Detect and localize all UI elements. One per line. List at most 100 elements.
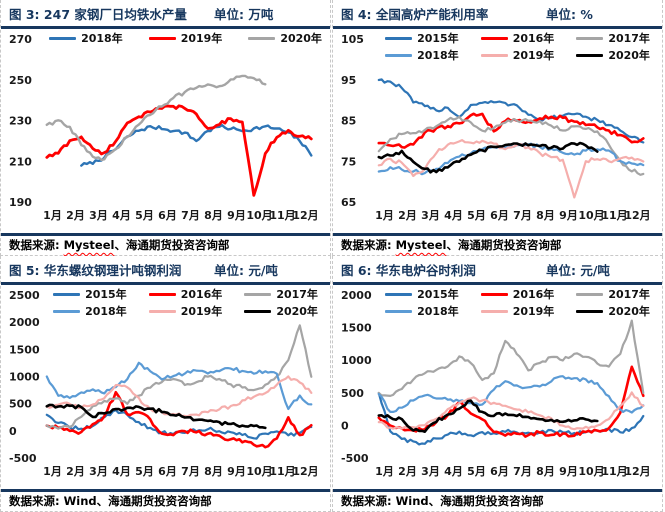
figure-6-source: 数据来源: Wind、海通期货投资咨询部 (333, 492, 662, 511)
title-divider (333, 26, 662, 29)
series-2020年 (45, 74, 267, 162)
source-rest: 、海通期货投资咨询部 (114, 238, 230, 252)
x-axis-label: 4月 (444, 209, 463, 222)
y-axis-tick: 210 (9, 155, 32, 168)
x-axis-label: 3月 (421, 465, 440, 478)
x-axis-label: 4月 (112, 209, 131, 222)
x-axis-label: 5月 (135, 209, 154, 222)
series-2020年 (377, 141, 599, 174)
x-axis-label: 2月 (398, 465, 417, 478)
x-axis-label: 7月 (181, 209, 200, 222)
figure-3-chart-area: 2018年 2019年 2020年 270 250 230 210 190 1月 2月 3月 4月 5… (1, 29, 330, 233)
x-axis-label: 1月 (43, 209, 62, 222)
title-divider (1, 282, 330, 285)
y-axis-tick: 65 (341, 196, 356, 209)
y-axis-tick: 190 (9, 196, 32, 209)
figure-label: 图 4: (341, 6, 372, 22)
source-divider (333, 233, 662, 236)
x-axis-label: 7月 (181, 465, 200, 478)
series-2016年 (45, 390, 313, 449)
x-axis-label: 12月 (292, 209, 318, 222)
source-rest: 、海通期货投资咨询部 (428, 494, 544, 508)
source-vendor: Wind (63, 494, 97, 508)
title-divider (333, 282, 662, 285)
x-axis-label: 1月 (43, 465, 62, 478)
x-axis-label: 5月 (467, 209, 486, 222)
unit-label: 单位: 元/吨 (214, 262, 278, 278)
x-axis-label: 11月 (601, 465, 627, 478)
figure-5-source: 数据来源: Wind、海通期货投资咨询部 (1, 492, 330, 511)
unit-label: 单位: 元/吨 (546, 262, 610, 278)
unit-label: 单位: 万吨 (214, 6, 274, 22)
figure-6-line-chart: 2000 1500 1000 500 0 -500 1月 2月 3月 4月 5月 6月 7月 8月 9月 10… (341, 289, 651, 478)
source-label: 数据来源: (9, 238, 64, 252)
y-axis-tick: 250 (9, 74, 32, 87)
x-axis-label: 12月 (624, 209, 650, 222)
source-vendor: Mysteel (395, 238, 447, 252)
x-axis-label: 11月 (601, 209, 627, 222)
y-axis-tick: -500 (9, 452, 37, 465)
x-axis-label: 4月 (444, 465, 463, 478)
x-axis-label: 9月 (227, 465, 246, 478)
x-axis-label: 4月 (112, 465, 131, 478)
x-axis-label: 9月 (227, 209, 246, 222)
figure-label: 图 3: (9, 6, 40, 22)
series-2015年 (377, 391, 645, 446)
y-axis-tick: 95 (341, 74, 356, 87)
y-axis-tick: -500 (341, 452, 369, 465)
y-axis-tick: 500 (341, 387, 364, 400)
x-axis-label: 11月 (269, 465, 295, 478)
figure-6-panel: 图 6: 华东电炉谷时利润 单位: 元/吨 2015年 2016年 2017年 201… (332, 256, 663, 512)
y-axis-tick: 2500 (9, 289, 40, 302)
series-2019年 (45, 104, 313, 197)
x-axis-label: 10月 (246, 209, 272, 222)
x-axis-label: 6月 (490, 465, 509, 478)
x-axis-label: 2月 (398, 209, 417, 222)
y-axis-tick: 105 (341, 33, 364, 46)
figure-4-source: 数据来源: Mysteel、海通期货投资咨询部 (333, 236, 662, 255)
y-axis-tick: 1500 (341, 322, 372, 335)
source-vendor: Wind (395, 494, 429, 508)
series-2020年 (377, 399, 599, 433)
x-axis-label: 12月 (624, 465, 650, 478)
y-axis-tick: 230 (9, 115, 32, 128)
figure-5-line-chart: 2500 2000 1500 1000 500 0 -500 1月 2月 3月 4月 5月 6月 7月 8月… (9, 289, 319, 478)
x-axis-label: 3月 (89, 465, 108, 478)
source-rest: 、海通期货投资咨询部 (96, 494, 212, 508)
x-axis-label: 11月 (269, 209, 295, 222)
figure-6-titlebar: 图 6: 华东电炉谷时利润 单位: 元/吨 (333, 256, 662, 282)
x-axis-label: 9月 (559, 209, 578, 222)
source-divider (333, 489, 662, 492)
y-axis-tick: 75 (341, 155, 356, 168)
x-axis-label: 8月 (536, 465, 555, 478)
series-2019年 (377, 391, 645, 431)
figure-title: 全国高炉产能利用率 (375, 6, 489, 22)
figure-title: 华东螺纹钢理计吨钢利润 (43, 262, 182, 278)
figure-3-source: 数据来源: Mysteel、海通期货投资咨询部 (1, 236, 330, 255)
y-axis-tick: 0 (341, 419, 349, 432)
x-axis-label: 6月 (490, 209, 509, 222)
figure-5-titlebar: 图 5: 华东螺纹钢理计吨钢利润 单位: 元/吨 (1, 256, 330, 282)
figure-3-line-chart: 270 250 230 210 190 1月 2月 3月 4月 5月 6月 7月 8月 9月 10月11月1… (9, 33, 319, 222)
x-axis-label: 3月 (421, 209, 440, 222)
x-axis-label: 6月 (158, 465, 177, 478)
x-axis-label: 8月 (204, 209, 223, 222)
source-label: 数据来源: (341, 238, 396, 252)
x-axis-label: 10月 (578, 209, 604, 222)
x-axis-label: 9月 (559, 465, 578, 478)
x-axis-label: 8月 (204, 465, 223, 478)
x-axis-label: 5月 (135, 465, 154, 478)
figure-title: 247 家钢厂日均铁水产量 (43, 6, 187, 22)
series-2019年 (377, 138, 645, 199)
figure-6-chart-area: 2015年 2016年 2017年 2018年 2019年 2020年 2000 1500 1… (333, 285, 662, 489)
series-2018年 (45, 361, 313, 411)
series-2017年 (377, 115, 645, 176)
source-label: 数据来源: (341, 494, 396, 508)
figure-4-panel: 图 4: 全国高炉产能利用率 单位: % 2015年 2016年 2017年 2018… (332, 0, 663, 256)
y-axis-tick: 2000 (341, 289, 372, 302)
source-divider (1, 233, 330, 236)
title-divider (1, 26, 330, 29)
series-2018年 (377, 375, 645, 414)
source-divider (1, 489, 330, 492)
